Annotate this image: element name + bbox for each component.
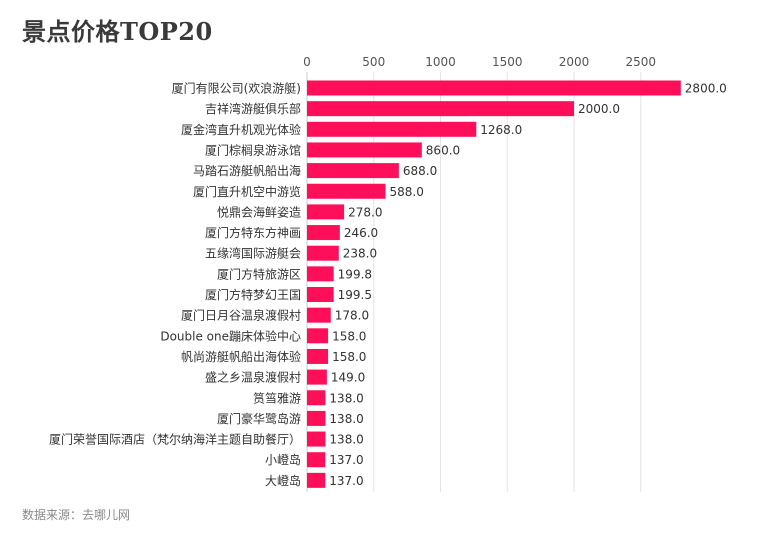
value-label: 278.0 (348, 205, 382, 219)
category-label: 悦鼎会海鲜姿造 (217, 204, 301, 219)
category-label: 小嶝岛 (265, 452, 301, 467)
x-tick-label: 2000 (559, 55, 590, 69)
bar (307, 266, 334, 282)
value-label: 688.0 (403, 164, 437, 178)
bar (307, 121, 477, 137)
value-label: 138.0 (329, 412, 363, 426)
category-label: 大嶝岛 (265, 473, 301, 488)
value-label: 199.5 (338, 288, 372, 302)
category-labels: 厦门有限公司(欢浪游艇) 吉祥湾游艇俱乐部厦金湾直升机观光体验厦门棕榈泉游泳馆马踏… (49, 81, 301, 488)
value-label: 588.0 (389, 185, 423, 199)
value-label: 2000.0 (578, 102, 620, 116)
bar (307, 245, 339, 261)
category-label: 厦门直升机空中游览 (193, 184, 301, 199)
x-tick-label: 0 (303, 55, 311, 69)
value-label: 2800.0 (685, 82, 727, 96)
category-label: 盛之乡温泉渡假村 (205, 370, 301, 385)
category-label: 厦门棕榈泉游泳馆 (205, 142, 301, 157)
category-label: 马踏石游艇帆船出海 (193, 163, 301, 178)
value-label: 199.8 (338, 267, 372, 281)
bar (307, 410, 326, 426)
category-label: 厦门日月谷温泉渡假村 (181, 308, 301, 323)
bar (307, 287, 334, 302)
value-label: 149.0 (331, 371, 365, 385)
x-tick-label: 2500 (625, 55, 656, 69)
gridlines (373, 72, 642, 492)
bar (307, 80, 681, 96)
value-label: 238.0 (343, 247, 377, 261)
bar (307, 431, 326, 447)
category-label: Double one蹦床体验中心 (160, 328, 301, 343)
value-labels: 2800.0 2000.0 1268.0 860.0 688.0 588.0 278.0 24… (329, 82, 727, 488)
category-label: 帆尚游艇帆船出海体验 (181, 349, 301, 364)
category-label: 筼筜雅游 (253, 390, 301, 405)
category-label: 五缘湾国际游艇会 (205, 246, 301, 261)
value-label: 158.0 (332, 329, 366, 343)
value-label: 178.0 (335, 309, 369, 323)
bar (307, 452, 326, 468)
bar (307, 369, 327, 385)
category-label: 厦门方特梦幻王国 (205, 287, 301, 302)
bar (307, 328, 329, 344)
bar (307, 472, 326, 488)
category-label: 厦门有限公司(欢浪游艇) (172, 81, 301, 96)
value-label: 138.0 (329, 433, 363, 447)
bar (307, 183, 386, 199)
bar (307, 348, 329, 364)
bars (307, 80, 681, 488)
bar (307, 225, 340, 241)
bar (307, 163, 399, 179)
bar (307, 307, 331, 323)
category-label: 厦门豪华鹭岛游 (217, 411, 301, 426)
value-label: 158.0 (332, 350, 366, 364)
value-label: 138.0 (329, 391, 363, 405)
category-label: 吉祥湾游艇俱乐部 (205, 101, 301, 116)
value-label: 860.0 (426, 143, 460, 157)
category-label: 厦门方特旅游区 (217, 266, 301, 281)
category-label: 厦金湾直升机观光体验 (181, 122, 301, 137)
value-label: 137.0 (329, 474, 363, 488)
bar (307, 204, 345, 220)
x-tick-label: 1000 (425, 55, 456, 69)
value-label: 246.0 (344, 226, 378, 240)
value-label: 1268.0 (480, 123, 522, 137)
x-axis-ticks: 0 500 1000 1500 2000 2500 (303, 55, 656, 69)
data-source-note: 数据来源：去哪儿网 (22, 508, 131, 522)
value-label: 137.0 (329, 453, 363, 467)
category-label: 厦门荣誉国际酒店（梵尔纳海洋主题自助餐厅） (49, 432, 301, 447)
chart-title: 景点价格TOP20 (22, 17, 213, 46)
category-label: 厦门方特东方神画 (205, 225, 301, 240)
bar (307, 101, 574, 117)
x-tick-label: 500 (362, 55, 385, 69)
bar (307, 142, 422, 158)
bar (307, 390, 326, 406)
x-tick-label: 1500 (492, 55, 523, 69)
